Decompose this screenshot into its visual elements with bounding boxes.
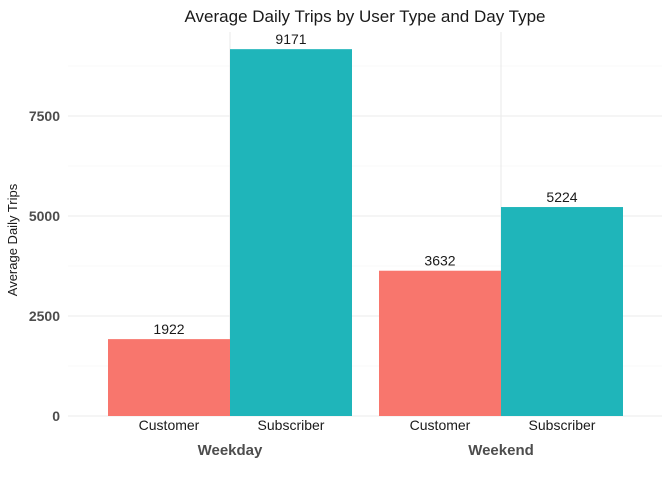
x-group-label: Weekday — [198, 442, 263, 459]
bar-customer — [379, 270, 501, 416]
y-tick-label: 7500 — [29, 108, 60, 124]
bar-value-label: 9171 — [275, 31, 306, 47]
x-tick-label: Subscriber — [529, 417, 596, 433]
x-tick-label: Subscriber — [258, 417, 325, 433]
y-tick-label: 2500 — [29, 308, 60, 324]
bar-subscriber — [230, 49, 352, 416]
bars — [108, 49, 623, 416]
y-tick-label: 5000 — [29, 208, 60, 224]
y-tick-label: 0 — [52, 408, 60, 424]
bar-value-label: 5224 — [546, 189, 577, 205]
bar-customer — [108, 339, 230, 416]
bar-value-label: 1922 — [153, 321, 184, 337]
x-tick-label: Customer — [139, 417, 200, 433]
x-tick-label: Customer — [410, 417, 471, 433]
bar-value-label: 3632 — [424, 253, 455, 269]
chart-title: Average Daily Trips by User Type and Day… — [185, 7, 546, 26]
bar-subscriber — [501, 207, 623, 416]
labels: 0 2500 5000 7500 1922 Customer 9171 Subscriber W… — [29, 31, 596, 459]
x-group-label: Weekend — [468, 442, 534, 459]
y-axis-title: Average Daily Trips — [5, 183, 20, 296]
